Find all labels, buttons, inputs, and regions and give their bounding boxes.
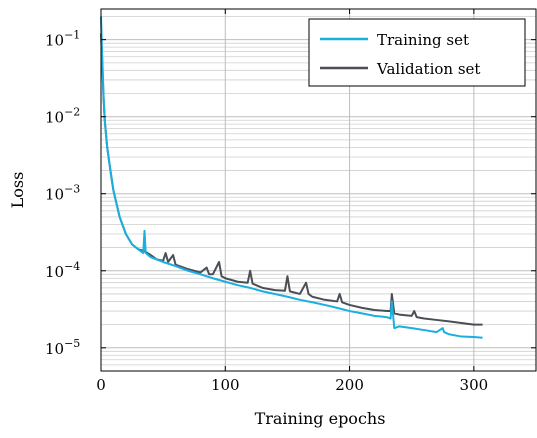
legend-label-training: Training set <box>377 31 469 49</box>
y-tick-label: 10−3 <box>45 183 80 204</box>
legend: Training set Validation set <box>308 18 526 87</box>
x-tick-label: 100 <box>211 376 240 394</box>
x-tick-label: 200 <box>335 376 364 394</box>
y-tick-label: 10−5 <box>45 337 80 358</box>
y-tick-label: 10−1 <box>45 29 80 50</box>
y-axis-label: Loss <box>8 172 27 209</box>
y-tick-label: 10−2 <box>45 106 80 127</box>
legend-box <box>308 18 526 87</box>
series-group <box>100 16 483 339</box>
legend-label-validation: Validation set <box>376 60 480 78</box>
x-tick-label: 0 <box>96 376 106 394</box>
x-tick-label: 300 <box>460 376 489 394</box>
plot-frame <box>100 8 537 372</box>
series-line-training <box>100 16 483 339</box>
x-axis-label: Training epochs <box>255 409 386 428</box>
y-tick-label: 10−4 <box>45 260 80 281</box>
ticks: 0 100 200 300 10−5 10−4 10−3 10−2 10−1 <box>45 9 536 394</box>
